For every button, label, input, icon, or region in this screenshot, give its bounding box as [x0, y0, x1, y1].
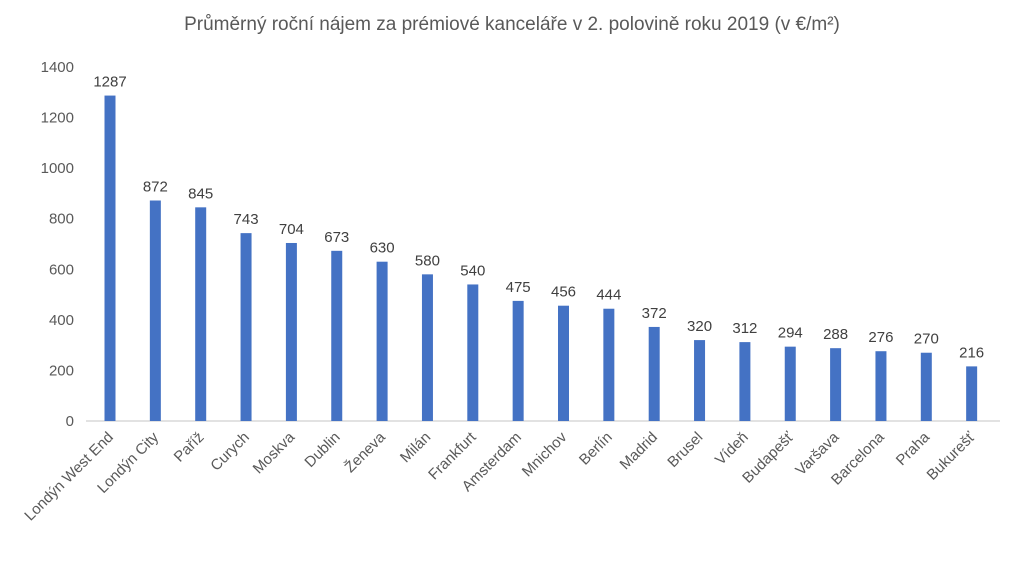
bar: [875, 351, 887, 421]
data-label: 320: [687, 318, 712, 335]
y-tick-label: 600: [49, 261, 74, 278]
x-tick-label: Curych: [207, 429, 253, 475]
bar: [421, 274, 433, 421]
bar: [694, 340, 706, 421]
data-label: 276: [868, 329, 893, 346]
data-label: 216: [959, 344, 984, 361]
data-label: 456: [551, 284, 576, 301]
bar: [920, 352, 932, 421]
data-label: 580: [415, 252, 440, 269]
x-tick-label: Berlín: [576, 429, 616, 469]
bar: [104, 95, 116, 421]
data-label: 630: [370, 240, 395, 257]
data-label: 540: [460, 262, 485, 279]
x-tick-label: Milán: [397, 429, 434, 466]
data-label: 1287: [93, 74, 126, 91]
bar: [331, 250, 343, 421]
data-label: 288: [823, 326, 848, 343]
bar: [830, 348, 842, 421]
bar: [966, 366, 978, 421]
bar: [784, 346, 796, 421]
y-tick-label: 1000: [41, 160, 74, 177]
x-tick-label: Vídeň: [712, 429, 752, 469]
data-label: 294: [778, 325, 803, 342]
x-tick-label: Mnichov: [519, 428, 571, 480]
x-tick-label: Moskva: [250, 428, 299, 477]
y-tick-label: 200: [49, 362, 74, 379]
bar: [285, 242, 297, 421]
bar: [558, 305, 569, 421]
chart-title: Průměrný roční nájem za prémiové kancelá…: [184, 14, 840, 35]
x-tick-label: Brusel: [664, 429, 706, 471]
bar: [467, 284, 479, 421]
bar: [512, 300, 524, 421]
y-tick-label: 1400: [41, 59, 74, 76]
x-tick-label: Ženeva: [342, 428, 390, 476]
bar: [648, 326, 660, 421]
y-tick-label: 800: [49, 211, 74, 228]
x-tick-label: Dublin: [301, 429, 343, 471]
data-label: 372: [642, 305, 667, 322]
data-label: 673: [324, 229, 349, 246]
data-label: 270: [914, 331, 939, 348]
x-tick-label: Praha: [893, 428, 934, 469]
data-label: 312: [732, 320, 757, 337]
bar: [195, 207, 207, 421]
data-label: 743: [234, 211, 259, 228]
data-label: 845: [188, 185, 213, 202]
data-label: 704: [279, 221, 304, 238]
y-tick-label: 0: [66, 413, 74, 430]
data-label: 872: [143, 179, 168, 196]
bar: [603, 308, 615, 421]
bar: [739, 342, 751, 421]
x-tick-label: Madrid: [617, 429, 661, 473]
y-axis: 0 200 400 600 800 1000 1200 1400: [41, 59, 74, 430]
data-label: 444: [596, 287, 621, 304]
bar: [240, 233, 252, 421]
bar: [376, 261, 388, 421]
bar: [149, 200, 161, 421]
data-label: 475: [506, 279, 531, 296]
x-tick-label: Paříž: [171, 429, 208, 466]
y-tick-label: 400: [49, 312, 74, 329]
y-tick-label: 1200: [41, 110, 74, 127]
x-tick-label: Bukurešť: [924, 429, 979, 484]
